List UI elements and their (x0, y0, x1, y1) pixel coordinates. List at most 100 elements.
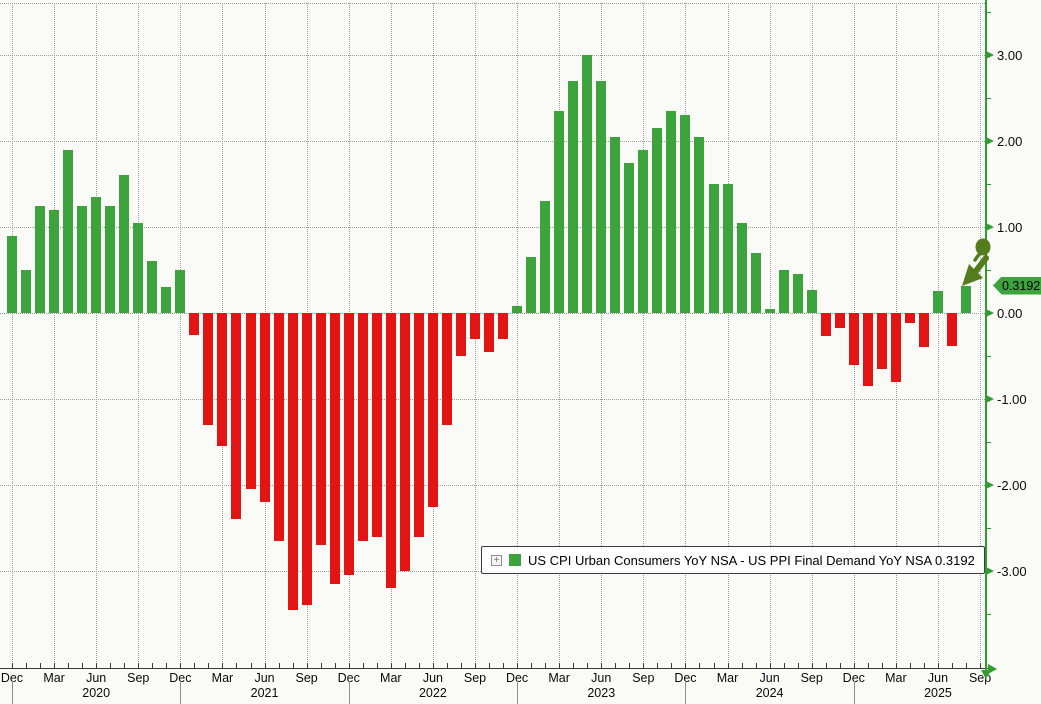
x-year-label: 2023 (587, 686, 616, 700)
x-tick-label: Sep (800, 671, 823, 685)
y-tick-label: 1.00 (997, 219, 1023, 235)
x-tick (166, 663, 168, 668)
x-tick (573, 663, 575, 668)
y-minor-tick (985, 227, 991, 228)
x-tick (110, 663, 112, 668)
x-tick (460, 663, 462, 668)
v-gridline (54, 3, 56, 668)
x-tick (362, 663, 364, 668)
bar (582, 55, 593, 313)
bar (694, 136, 705, 313)
x-tick-label: Sep (632, 671, 655, 685)
x-tick-label: Dec (0, 671, 24, 685)
bar (792, 274, 803, 313)
x-tick (727, 663, 729, 668)
h-gridline (0, 227, 985, 228)
x-tick (741, 663, 743, 668)
y-minor-tick (985, 184, 991, 185)
x-tick (895, 663, 897, 668)
bar (385, 313, 396, 589)
bar (21, 270, 32, 313)
v-gridline (12, 3, 13, 668)
y-tick-label: -1.00 (997, 391, 1027, 407)
bar (890, 313, 901, 382)
bar (820, 313, 831, 337)
bar (834, 313, 845, 329)
legend-expand-icon[interactable]: + (491, 554, 502, 566)
year-separator (348, 681, 350, 704)
x-tick (446, 663, 448, 668)
y-minor-tick (985, 356, 991, 357)
x-tick (250, 663, 252, 668)
bar (343, 313, 354, 576)
x-axis-end-arrow-icon (988, 664, 997, 674)
x-tick (657, 663, 659, 668)
bar (329, 313, 340, 584)
bar (413, 313, 424, 537)
bar (441, 313, 452, 425)
h-gridline (0, 399, 985, 400)
year-separator (180, 681, 182, 704)
x-year-label: 2020 (82, 686, 111, 700)
x-tick (545, 663, 547, 668)
year-separator (853, 681, 855, 704)
bar (484, 313, 495, 352)
x-tick-label: Jun (422, 671, 443, 685)
bar (540, 201, 551, 313)
bar (455, 313, 466, 356)
plot-area[interactable] (0, 0, 985, 668)
x-tick (531, 663, 533, 668)
bar (596, 80, 607, 313)
x-tick (278, 663, 280, 668)
x-tick-label: Dec (842, 671, 865, 685)
y-minor-tick (985, 614, 991, 615)
x-tick-label: Jun (591, 671, 612, 685)
v-gridline (811, 3, 813, 668)
legend[interactable]: + US CPI Urban Consumers YoY NSA - US PP… (481, 546, 985, 574)
x-tick (489, 663, 491, 668)
y-tick-row: 3.00 (986, 48, 1022, 63)
bar (77, 205, 88, 313)
x-tick (390, 663, 392, 668)
x-tick (404, 663, 406, 668)
x-tick (671, 663, 673, 668)
x-tick-label: Mar (548, 671, 570, 685)
bar (848, 313, 859, 365)
y-axis-end-arrow-icon (981, 670, 991, 679)
x-tick-label: Dec (674, 671, 697, 685)
legend-series-swatch (509, 554, 521, 566)
x-tick-label: Mar (43, 671, 65, 685)
bar (904, 313, 915, 324)
x-tick (236, 663, 238, 668)
v-gridline (138, 3, 140, 668)
bar (371, 313, 382, 537)
x-tick (755, 663, 757, 668)
x-tick (797, 663, 799, 668)
year-separator (12, 681, 13, 704)
y-axis-line (985, 0, 987, 672)
bar (301, 313, 312, 606)
x-tick (685, 663, 687, 668)
x-tick (601, 663, 603, 668)
x-tick (26, 663, 28, 668)
x-tick (320, 663, 322, 668)
bar (722, 184, 733, 313)
x-year-label: 2024 (755, 686, 784, 700)
v-gridline (980, 3, 982, 668)
h-gridline (0, 485, 985, 486)
x-tick (952, 663, 953, 668)
x-tick (180, 663, 182, 668)
x-tick-label: Jun (759, 671, 780, 685)
y-minor-tick (985, 12, 991, 13)
x-tick (881, 663, 883, 668)
bar (961, 285, 972, 313)
y-minor-tick (985, 98, 991, 99)
y-tick-label: -3.00 (997, 563, 1027, 579)
x-tick-label: Dec (169, 671, 192, 685)
x-tick (82, 663, 84, 668)
bar (273, 313, 284, 541)
bar (526, 257, 537, 313)
x-tick-label: Mar (211, 671, 234, 685)
bar (806, 289, 817, 313)
y-minor-tick (985, 442, 991, 443)
